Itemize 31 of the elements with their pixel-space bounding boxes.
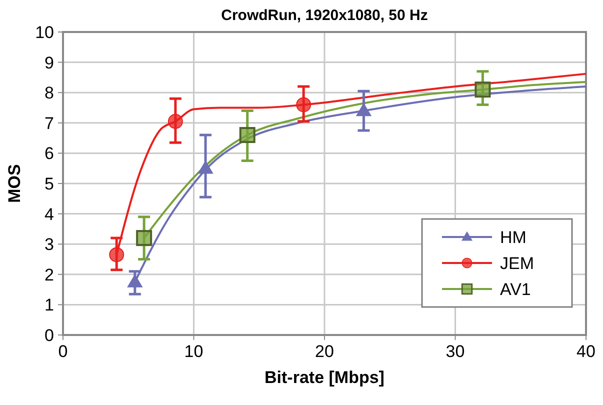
point — [296, 97, 312, 112]
point — [109, 247, 124, 262]
y-tick-label: 2 — [44, 265, 54, 284]
y-tick-label: 3 — [44, 235, 54, 254]
point — [356, 103, 372, 116]
y-tick-label: 1 — [44, 296, 54, 315]
point — [198, 160, 214, 174]
point — [239, 127, 256, 144]
x-tick-label: 40 — [576, 342, 596, 361]
legend-label: JEM — [500, 254, 534, 273]
y-tick-label: 9 — [44, 53, 54, 72]
y-tick-label: 6 — [44, 144, 54, 164]
point — [127, 274, 142, 288]
y-tick-label: 0 — [44, 326, 54, 345]
point — [136, 230, 152, 246]
y-tick-label: 8 — [44, 84, 54, 103]
x-tick-label: 30 — [446, 342, 465, 361]
y-tick-label: 10 — [35, 23, 54, 42]
x-tick-label: 10 — [184, 342, 204, 361]
point — [474, 82, 491, 98]
y-axis-title: MOS — [5, 164, 24, 203]
legend-label: HM — [500, 228, 526, 247]
point — [168, 114, 183, 129]
x-tick-label: 20 — [315, 342, 334, 361]
y-tick-label: 7 — [44, 114, 54, 133]
x-tick-label: 0 — [58, 342, 68, 361]
chart-title: CrowdRun, 1920x1080, 50 Hz — [221, 7, 428, 24]
x-axis-title: Bit-rate [Mbps] — [264, 368, 384, 387]
legend-label: AV1 — [500, 280, 531, 299]
y-tick-label: 4 — [44, 204, 54, 224]
y-tick-label: 5 — [44, 174, 54, 194]
